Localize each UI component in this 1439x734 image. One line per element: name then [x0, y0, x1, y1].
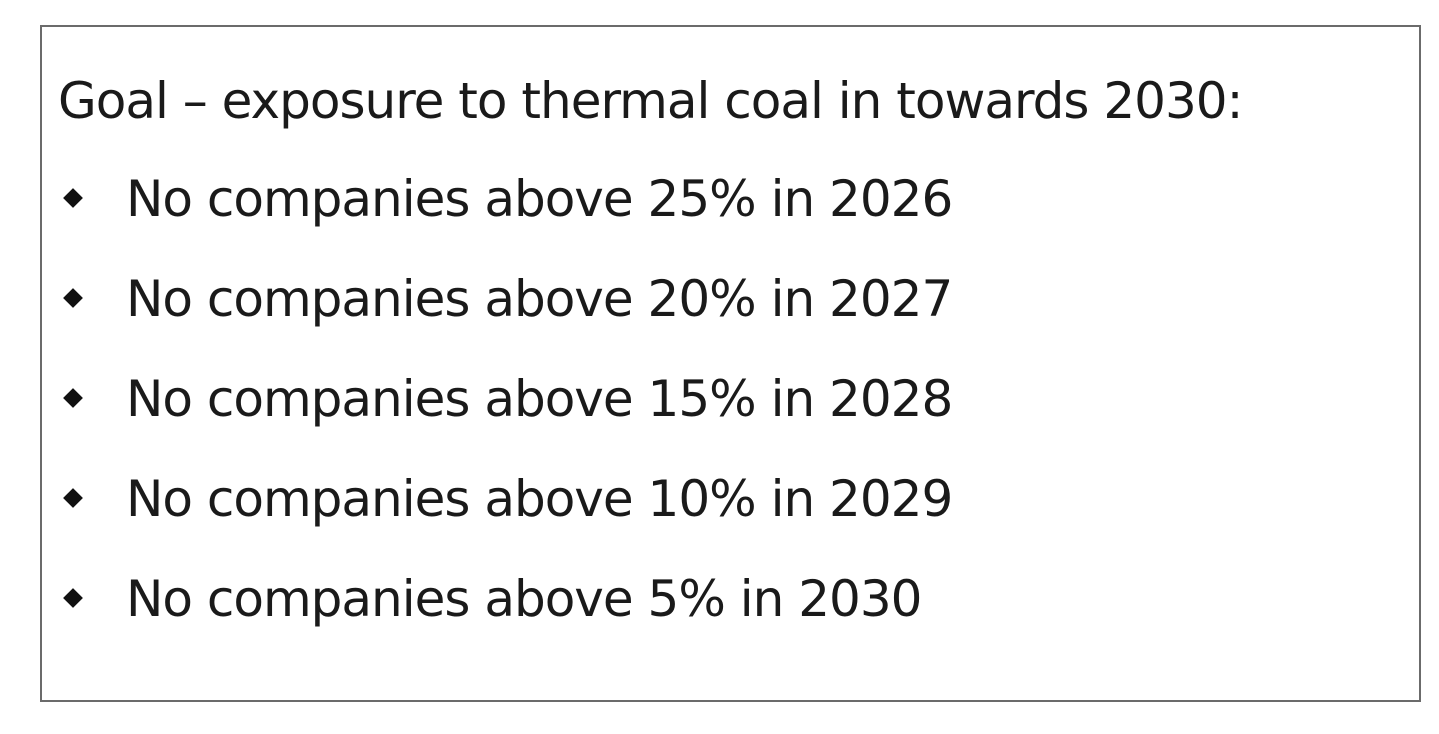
goal-item: No companies above 25% in 2026	[58, 169, 953, 269]
goal-list: No companies above 25% in 2026 No compani…	[58, 169, 953, 669]
goal-item: No companies above 20% in 2027	[58, 269, 953, 369]
bullet	[63, 588, 83, 608]
goal-box: Goal – exposure to thermal coal in towar…	[40, 25, 1421, 702]
bullet	[63, 488, 83, 508]
goal-text: No companies above 15% in 2028	[126, 370, 953, 428]
goal-text: No companies above 10% in 2029	[126, 470, 953, 528]
goal-item: No companies above 15% in 2028	[58, 369, 953, 469]
goal-item: No companies above 5% in 2030	[58, 569, 952, 669]
goal-text: No companies above 25% in 2026	[126, 170, 953, 228]
bullet	[63, 288, 83, 308]
bullet	[63, 188, 83, 208]
bullet	[63, 388, 83, 408]
goal-text: No companies above 5% in 2030	[126, 570, 922, 628]
title: Goal – exposure to thermal coal in towar…	[58, 72, 1243, 130]
goal-item: No companies above 10% in 2029	[58, 469, 953, 569]
goal-text: No companies above 20% in 2027	[126, 270, 953, 328]
